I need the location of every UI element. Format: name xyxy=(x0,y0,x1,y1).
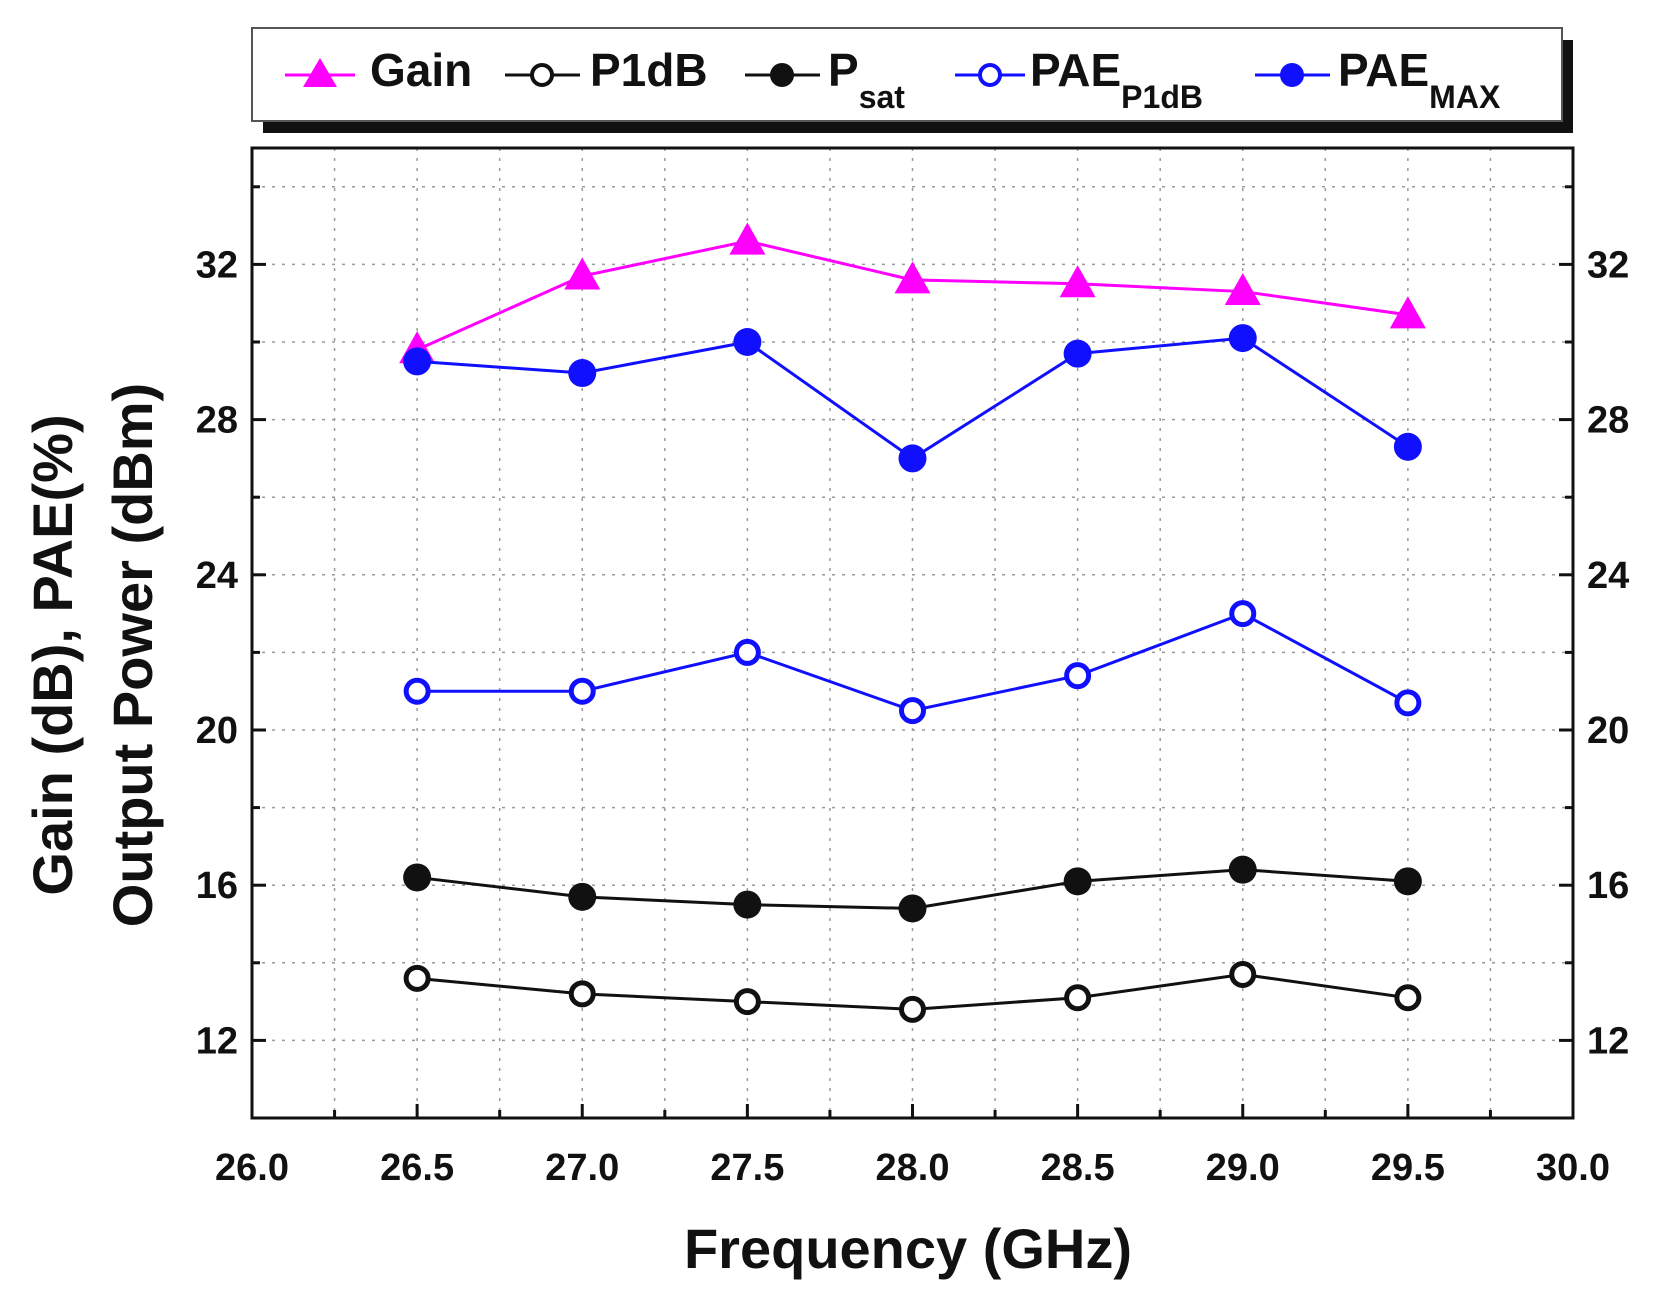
y-tick-label-left: 28 xyxy=(196,400,238,442)
y-tick-label-left: 12 xyxy=(196,1020,238,1062)
point-paemax xyxy=(898,444,927,473)
point-paep1db xyxy=(403,677,431,705)
legend-pae-p1db-marker xyxy=(978,63,1002,87)
y-axis-title-line1: Gain (dB), PAE(%) xyxy=(21,414,84,895)
point-psat xyxy=(568,882,597,911)
y-tick-label-left: 32 xyxy=(196,244,238,286)
point-psat xyxy=(733,890,762,919)
y-axis-title-line2: Output Power (dBm) xyxy=(101,383,164,927)
point-paep1db xyxy=(1064,662,1092,690)
series-paemax xyxy=(403,324,1422,473)
y-tick-label-right: 16 xyxy=(1587,865,1629,907)
y-tick-label-right: 32 xyxy=(1587,244,1629,286)
point-gain xyxy=(1059,265,1096,298)
point-paep1db xyxy=(1229,600,1257,628)
legend-label-psat: Psat xyxy=(828,44,905,115)
x-tick-label: 28.5 xyxy=(1041,1147,1115,1189)
x-axis-title: Frequency (GHz) xyxy=(684,1217,1132,1280)
series xyxy=(399,222,1426,1023)
legend-label-pae-p1db: PAEP1dB xyxy=(1030,44,1203,115)
y-tick-label-right: 24 xyxy=(1587,555,1629,597)
point-p1db xyxy=(899,995,926,1023)
point-paemax xyxy=(1393,432,1422,461)
point-gain xyxy=(564,257,601,290)
point-gain xyxy=(1224,272,1261,306)
point-gain xyxy=(894,261,931,294)
point-psat xyxy=(1063,867,1092,896)
legend-label-gain: Gain xyxy=(370,44,472,96)
point-paemax xyxy=(1063,339,1092,368)
x-tick-label: 27.5 xyxy=(710,1147,784,1189)
x-tick-label: 26.0 xyxy=(215,1147,289,1189)
legend-p1db-marker xyxy=(530,63,554,87)
point-p1db xyxy=(1064,984,1092,1012)
point-paemax xyxy=(733,328,762,356)
x-tick-label: 28.0 xyxy=(876,1147,950,1189)
x-tick-label: 27.0 xyxy=(545,1147,619,1189)
y-tick-label-left: 16 xyxy=(196,865,238,907)
y-tick-label-left: 24 xyxy=(196,555,238,597)
point-gain xyxy=(729,222,766,255)
legend-box xyxy=(251,27,1563,122)
axis-ticks xyxy=(250,185,1575,1120)
point-p1db xyxy=(568,980,596,1008)
x-tick-label: 26.5 xyxy=(380,1147,454,1189)
plot-frame xyxy=(250,146,1575,1120)
y-tick-label-right: 12 xyxy=(1587,1020,1629,1062)
series-psat xyxy=(403,855,1422,923)
legend-psat-marker xyxy=(770,63,794,87)
point-paemax xyxy=(1228,324,1257,353)
tick-labels: 26.0 26.5 27.0 27.5 28.0 28.5 29.0 29.5 30.0 12 16… xyxy=(196,244,1630,1189)
series-gain xyxy=(399,222,1426,364)
legend: Gain P1dB Psat PAEP1dB PAEMAX xyxy=(251,27,1573,133)
point-paep1db xyxy=(899,697,926,725)
x-tick-label: 29.5 xyxy=(1371,1147,1445,1189)
point-psat xyxy=(898,894,927,923)
point-psat xyxy=(1228,855,1257,884)
x-tick-label: 30.0 xyxy=(1536,1147,1610,1189)
point-paep1db xyxy=(568,677,596,705)
legend-pae-max-marker xyxy=(1280,63,1304,87)
point-paep1db xyxy=(1394,689,1422,717)
point-p1db xyxy=(733,988,761,1016)
y-tick-label-right: 28 xyxy=(1587,400,1629,442)
x-tick-label: 29.0 xyxy=(1206,1147,1280,1189)
point-paemax xyxy=(403,347,432,376)
y-tick-label-left: 20 xyxy=(196,710,238,752)
y-tick-label-right: 20 xyxy=(1587,710,1629,752)
series-line-gain xyxy=(416,239,1409,352)
point-psat xyxy=(403,863,432,892)
point-psat xyxy=(1393,867,1422,896)
point-p1db xyxy=(1394,984,1422,1012)
series-paep1db xyxy=(403,600,1422,725)
legend-label-pae-max: PAEMAX xyxy=(1338,44,1501,115)
point-p1db xyxy=(403,964,431,992)
series-p1db xyxy=(403,960,1422,1023)
legend-label-p1db: P1dB xyxy=(590,44,708,96)
legend-gain-marker xyxy=(303,58,337,87)
point-p1db xyxy=(1229,960,1257,988)
point-paemax xyxy=(568,359,597,388)
point-paep1db xyxy=(733,638,761,666)
grid xyxy=(252,148,1573,1118)
point-gain xyxy=(1389,296,1426,329)
